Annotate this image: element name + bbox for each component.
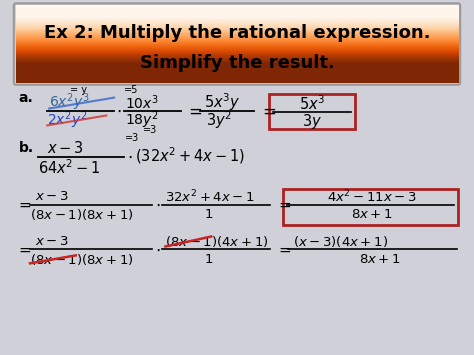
Text: $x-3$: $x-3$ (35, 235, 69, 248)
Text: =3: =3 (143, 125, 157, 135)
Text: =3: =3 (126, 133, 140, 143)
Text: $10x^3$: $10x^3$ (126, 93, 159, 112)
Text: $=$: $=$ (16, 242, 32, 257)
Text: $1$: $1$ (204, 253, 213, 266)
Text: $\cdot$: $\cdot$ (155, 196, 161, 214)
Text: =5: =5 (124, 85, 138, 95)
Text: $5x^3$: $5x^3$ (299, 94, 326, 113)
Text: $=$: $=$ (16, 197, 32, 212)
FancyBboxPatch shape (269, 94, 356, 129)
Text: $x-3$: $x-3$ (35, 190, 69, 203)
Text: $(32x^2+4x-1)$: $(32x^2+4x-1)$ (135, 145, 245, 165)
Text: a.: a. (18, 91, 33, 105)
Text: $=$: $=$ (276, 197, 292, 212)
Text: $\cdot$: $\cdot$ (155, 240, 161, 258)
Text: $64x^2-1$: $64x^2-1$ (37, 159, 100, 178)
Text: $3y$: $3y$ (302, 112, 322, 131)
Text: $(8x-1)(4x+1)$: $(8x-1)(4x+1)$ (165, 234, 269, 249)
Text: $\cdot$: $\cdot$ (128, 148, 133, 166)
Text: $1$: $1$ (204, 208, 213, 221)
Text: $3y^2$: $3y^2$ (206, 110, 232, 131)
Text: $(x-3)(4x+1)$: $(x-3)(4x+1)$ (293, 234, 388, 249)
FancyBboxPatch shape (283, 189, 458, 225)
Text: $(8x-1)(8x+1)$: $(8x-1)(8x+1)$ (30, 207, 134, 222)
Text: b.: b. (18, 141, 34, 155)
Text: $18y^2$: $18y^2$ (126, 110, 159, 131)
Text: $=$: $=$ (276, 242, 292, 257)
Text: $2x^2y^2$: $2x^2y^2$ (47, 110, 88, 131)
Text: $x-3$: $x-3$ (47, 140, 84, 156)
Text: $32x^2+4x-1$: $32x^2+4x-1$ (165, 189, 255, 205)
Text: $=$: $=$ (259, 102, 276, 120)
Text: = y: = y (70, 85, 87, 95)
Text: $(8x-1)(8x+1)$: $(8x-1)(8x+1)$ (30, 252, 134, 267)
Text: Ex 2: Multiply the rational expression.: Ex 2: Multiply the rational expression. (44, 24, 430, 42)
Text: $8x+1$: $8x+1$ (359, 253, 401, 266)
Text: $=$: $=$ (185, 102, 203, 120)
Text: Simplify the result.: Simplify the result. (139, 54, 335, 72)
Text: $5x^3y$: $5x^3y$ (204, 92, 240, 114)
Text: $4x^2-11x-3$: $4x^2-11x-3$ (327, 189, 416, 205)
Text: $8x+1$: $8x+1$ (351, 208, 392, 221)
Text: $\cdot$: $\cdot$ (116, 102, 121, 120)
Text: $6x^2y^3$: $6x^2y^3$ (49, 92, 90, 113)
